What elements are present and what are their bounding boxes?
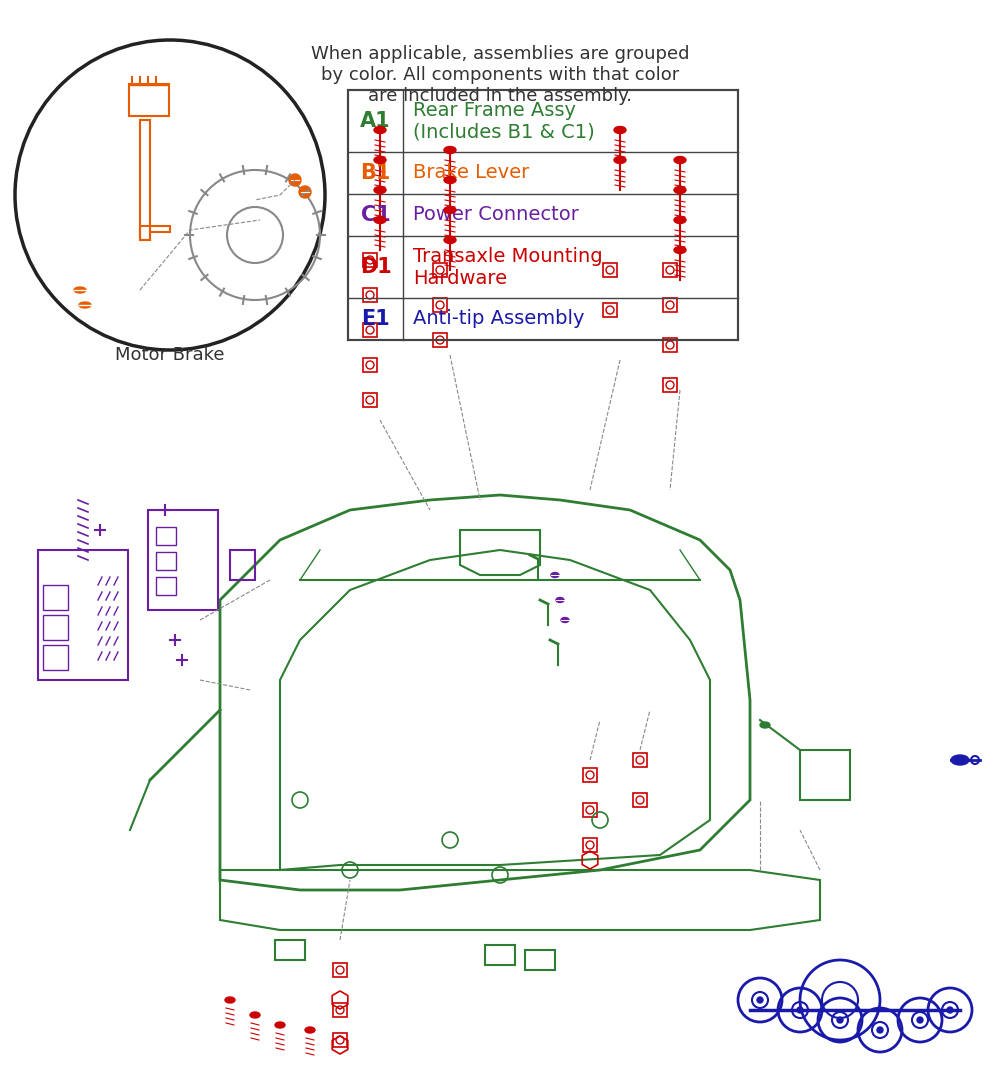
Bar — [583, 838, 597, 853]
Ellipse shape — [444, 237, 456, 243]
Ellipse shape — [374, 157, 386, 163]
Bar — [333, 964, 347, 977]
Ellipse shape — [444, 146, 456, 154]
Bar — [603, 303, 617, 317]
Circle shape — [797, 1007, 803, 1013]
Ellipse shape — [614, 157, 626, 163]
Bar — [433, 298, 447, 312]
Circle shape — [917, 1017, 923, 1023]
Text: Rear Frame Assy
(Includes B1 & C1): Rear Frame Assy (Includes B1 & C1) — [413, 100, 595, 142]
Ellipse shape — [556, 598, 564, 603]
Circle shape — [837, 1017, 843, 1023]
Ellipse shape — [305, 1028, 315, 1033]
Text: Motor Brake: Motor Brake — [115, 346, 225, 364]
Text: Anti-tip Assembly: Anti-tip Assembly — [413, 309, 584, 329]
Ellipse shape — [614, 127, 626, 133]
Ellipse shape — [374, 217, 386, 223]
Bar — [633, 753, 647, 767]
Circle shape — [877, 1028, 883, 1033]
Bar — [663, 378, 677, 392]
Bar — [663, 298, 677, 312]
Ellipse shape — [674, 217, 686, 223]
Bar — [485, 945, 515, 965]
Bar — [363, 359, 377, 372]
Bar — [156, 527, 176, 545]
Bar — [230, 550, 255, 580]
Bar — [363, 288, 377, 302]
FancyBboxPatch shape — [348, 90, 738, 340]
Bar — [663, 338, 677, 352]
Bar — [43, 585, 68, 610]
Circle shape — [757, 997, 763, 1003]
Text: Transaxle Mounting
Hardware: Transaxle Mounting Hardware — [413, 246, 603, 287]
Bar — [140, 120, 150, 240]
Ellipse shape — [760, 722, 770, 728]
Ellipse shape — [674, 157, 686, 163]
Ellipse shape — [374, 127, 386, 133]
Bar — [333, 1003, 347, 1017]
Bar — [148, 510, 218, 610]
Circle shape — [947, 1007, 953, 1013]
Text: B1: B1 — [360, 163, 391, 184]
Ellipse shape — [275, 1022, 285, 1028]
Ellipse shape — [374, 187, 386, 193]
Bar — [363, 393, 377, 407]
Bar — [433, 333, 447, 347]
Text: E1: E1 — [361, 309, 390, 329]
Ellipse shape — [561, 618, 569, 622]
Bar — [633, 793, 647, 807]
Bar — [583, 768, 597, 782]
Bar — [43, 615, 68, 640]
Bar — [433, 262, 447, 277]
Text: D1: D1 — [360, 257, 391, 277]
Ellipse shape — [674, 187, 686, 193]
Ellipse shape — [74, 287, 86, 293]
Bar — [363, 323, 377, 337]
Bar — [800, 750, 850, 800]
Bar — [663, 262, 677, 277]
Bar — [38, 550, 128, 680]
Ellipse shape — [444, 176, 456, 184]
Ellipse shape — [79, 302, 91, 308]
Ellipse shape — [951, 755, 969, 765]
Text: Brake Lever: Brake Lever — [413, 163, 529, 182]
Ellipse shape — [674, 246, 686, 254]
Bar — [333, 1033, 347, 1047]
Bar — [156, 577, 176, 595]
Bar — [363, 253, 377, 267]
Ellipse shape — [250, 1012, 260, 1018]
Bar — [583, 803, 597, 817]
Text: C1: C1 — [361, 205, 390, 225]
Bar — [43, 644, 68, 670]
Ellipse shape — [444, 207, 456, 213]
Text: A1: A1 — [360, 111, 391, 131]
Bar — [275, 940, 305, 960]
Ellipse shape — [551, 573, 559, 577]
Bar — [525, 950, 555, 970]
Bar — [156, 552, 176, 570]
Bar — [603, 262, 617, 277]
Text: Power Connector: Power Connector — [413, 206, 579, 224]
Ellipse shape — [225, 997, 235, 1003]
Text: When applicable, assemblies are grouped
by color. All components with that color: When applicable, assemblies are grouped … — [311, 45, 689, 105]
Circle shape — [299, 186, 311, 198]
Circle shape — [289, 174, 301, 186]
